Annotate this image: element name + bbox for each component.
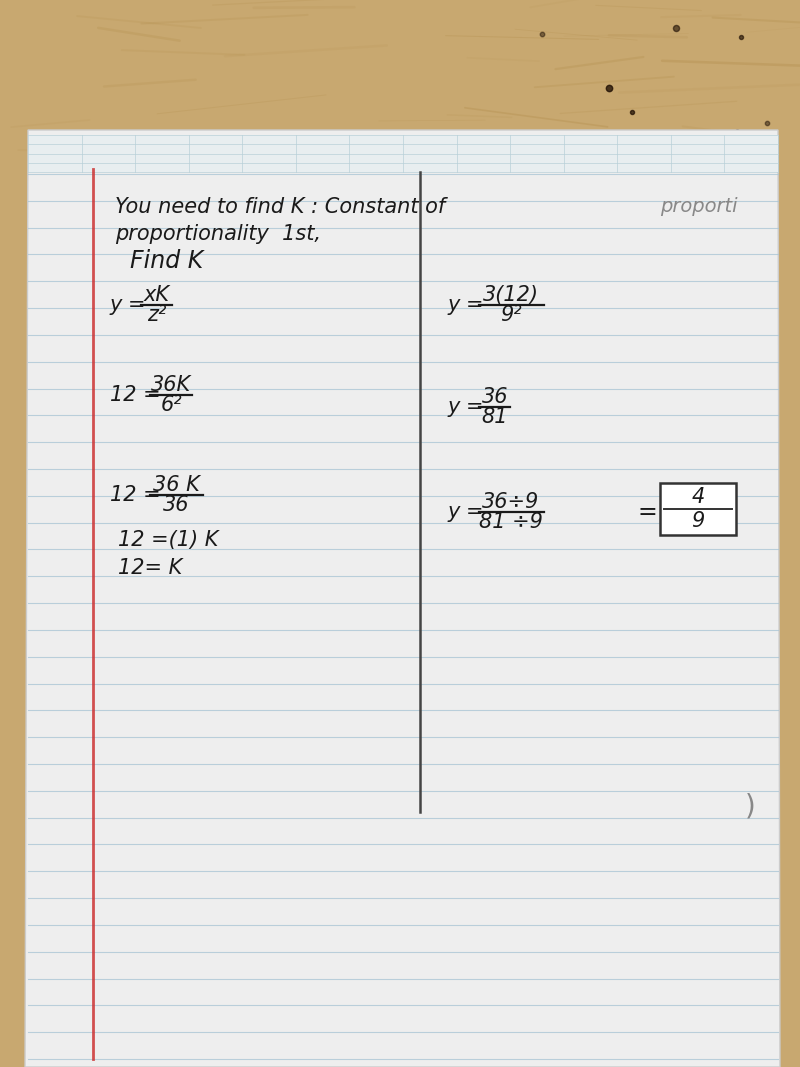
Text: 36: 36 — [482, 387, 508, 408]
Text: 36K: 36K — [151, 376, 191, 395]
Text: 6²: 6² — [160, 395, 182, 415]
Text: y =: y = — [448, 397, 491, 417]
Text: 9: 9 — [691, 511, 705, 531]
Text: =: = — [638, 500, 658, 524]
Text: You need to find K : Constant of: You need to find K : Constant of — [115, 197, 446, 217]
Polygon shape — [25, 130, 780, 1067]
Text: 36÷9: 36÷9 — [482, 492, 540, 512]
Text: 3(12): 3(12) — [483, 285, 539, 305]
Text: 81 ÷9: 81 ÷9 — [479, 512, 543, 532]
Bar — [0, 0, 800, 165]
Text: 81: 81 — [482, 407, 508, 427]
Text: y =: y = — [110, 294, 153, 315]
Text: 36 K: 36 K — [153, 475, 200, 495]
Text: z²: z² — [147, 305, 166, 324]
Text: y =: y = — [448, 501, 491, 522]
Text: 12 =: 12 = — [110, 485, 167, 505]
Text: 12 =: 12 = — [110, 385, 167, 405]
Text: y =: y = — [448, 294, 491, 315]
Text: 4: 4 — [691, 487, 705, 507]
Text: 36: 36 — [163, 495, 190, 515]
Text: ): ) — [745, 793, 756, 821]
Text: proportionality  1st,: proportionality 1st, — [115, 224, 321, 244]
Text: 12 =(1) K: 12 =(1) K — [118, 530, 218, 550]
Bar — [660, 483, 736, 535]
Text: 12= K: 12= K — [118, 558, 182, 578]
Bar — [28, 136, 778, 172]
Text: proporti: proporti — [660, 197, 738, 217]
Text: xK: xK — [144, 285, 170, 305]
Text: Find K: Find K — [130, 249, 203, 273]
Text: 9²: 9² — [500, 305, 522, 324]
